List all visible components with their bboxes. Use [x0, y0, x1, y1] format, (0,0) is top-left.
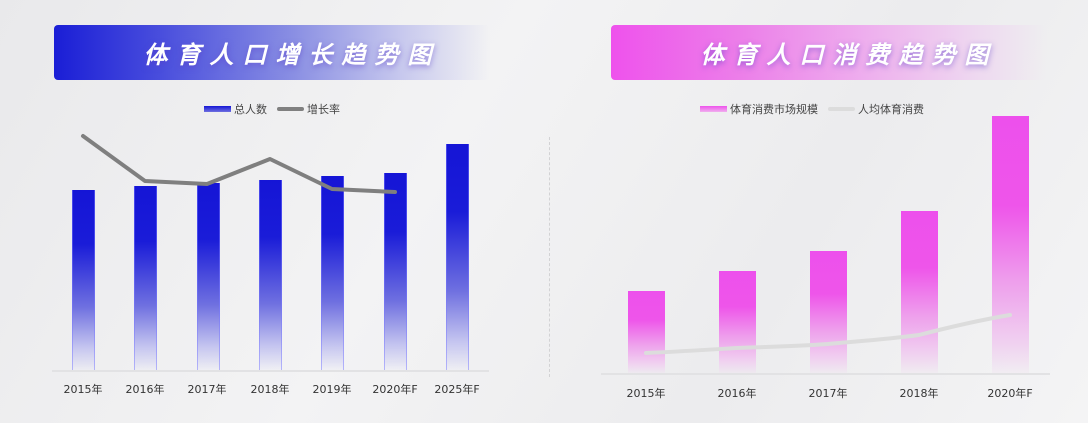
bar-2018[interactable] — [901, 211, 938, 373]
bar-2016[interactable] — [719, 271, 756, 373]
panel-divider — [549, 137, 550, 377]
bar-2015[interactable] — [72, 190, 95, 370]
x-tick-label: 2019年 — [312, 383, 352, 396]
bar-swatch-icon — [700, 106, 727, 112]
legend-label: 增长率 — [307, 103, 340, 116]
right-chart-title: 体育人口消费趋势图 — [700, 41, 998, 69]
legend-label: 体育消费市场规模 — [730, 103, 818, 116]
legend-item-market-size[interactable]: 体育消费市场规模 — [700, 101, 818, 117]
bar-2017[interactable] — [810, 251, 847, 373]
bar-swatch-icon — [204, 106, 231, 112]
per-capita-line[interactable] — [644, 313, 1012, 355]
legend-item-growth-rate[interactable]: 增长率 — [277, 101, 340, 117]
bar-2018[interactable] — [259, 180, 282, 370]
bar-2020f[interactable] — [992, 116, 1029, 373]
right-chart-legend: 体育消费市场规模 人均体育消费 — [700, 101, 934, 117]
bar-2019[interactable] — [321, 176, 344, 370]
bar-2020f[interactable] — [384, 173, 407, 370]
legend-item-per-capita[interactable]: 人均体育消费 — [828, 101, 924, 117]
x-tick-label: 2018年 — [250, 383, 290, 396]
bar-2017[interactable] — [197, 183, 220, 370]
legend-label: 总人数 — [234, 103, 267, 116]
x-tick-label: 2025年F — [434, 383, 480, 396]
bar-2015[interactable] — [628, 291, 665, 373]
line-swatch-icon — [828, 107, 855, 111]
right-x-axis — [601, 373, 1050, 375]
x-tick-label: 2017年 — [808, 387, 848, 400]
left-chart-title-banner: 体育人口增长趋势图 — [54, 25, 490, 80]
x-tick-label: 2015年 — [626, 387, 666, 400]
right-chart-title-banner: 体育人口消费趋势图 — [611, 25, 1047, 80]
bar-2016[interactable] — [134, 186, 157, 370]
x-tick-label: 2020年F — [987, 387, 1033, 400]
growth-rate-line[interactable] — [81, 134, 397, 194]
left-chart-title: 体育人口增长趋势图 — [143, 41, 441, 69]
x-tick-label: 2020年F — [372, 383, 418, 396]
x-tick-label: 2015年 — [63, 383, 103, 396]
line-swatch-icon — [277, 107, 304, 111]
legend-label: 人均体育消费 — [858, 103, 924, 116]
bar-2025f[interactable] — [446, 144, 469, 370]
legend-item-total[interactable]: 总人数 — [204, 101, 267, 117]
left-x-axis — [52, 370, 489, 372]
x-tick-label: 2017年 — [187, 383, 227, 396]
left-chart-legend: 总人数 增长率 — [204, 101, 350, 117]
x-tick-label: 2016年 — [125, 383, 165, 396]
x-tick-label: 2018年 — [899, 387, 939, 400]
x-tick-label: 2016年 — [717, 387, 757, 400]
